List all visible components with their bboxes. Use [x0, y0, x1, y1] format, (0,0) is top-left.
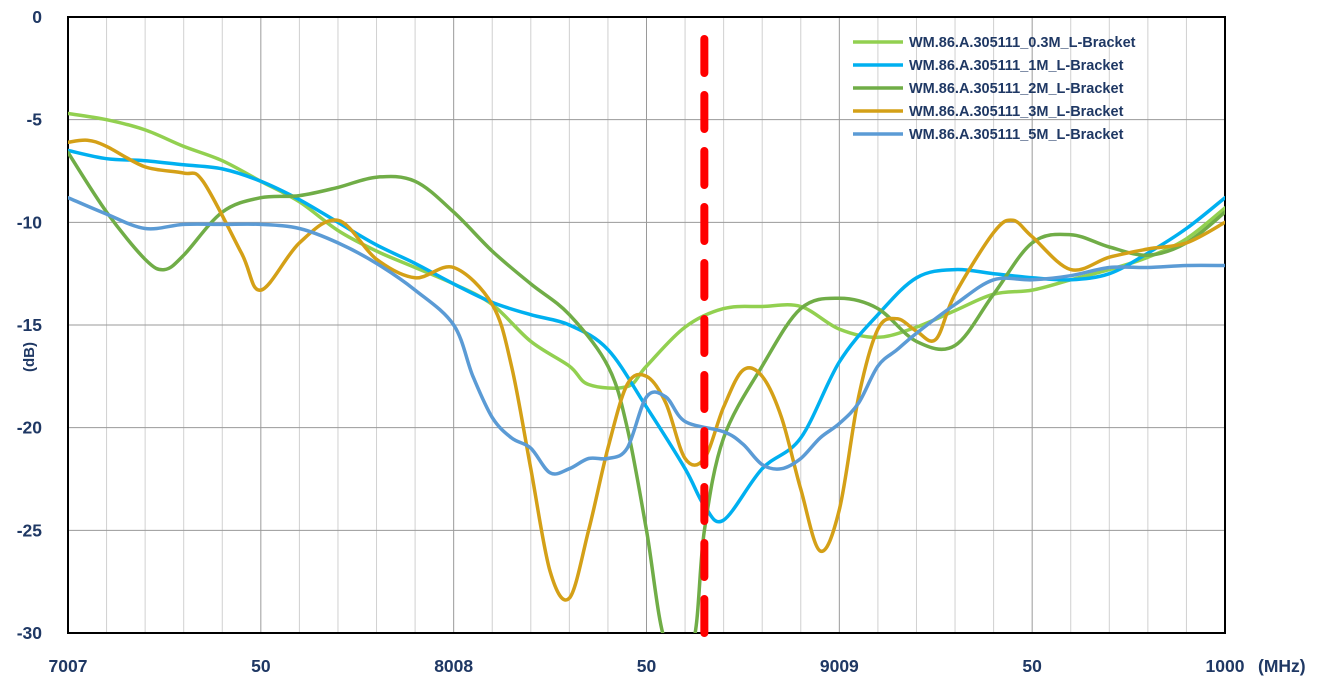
y-axis-label: (dB)	[21, 342, 38, 372]
y-tick-label: -25	[17, 520, 43, 540]
y-tick-label: -20	[17, 418, 43, 438]
x-tick-label: 50	[251, 656, 271, 676]
x-tick-label: 50	[637, 656, 657, 676]
x-tick-label: 1000	[1206, 656, 1245, 676]
x-tick-label: 9009	[820, 656, 859, 676]
plot-area-border	[67, 16, 1226, 634]
legend-label: WM.86.A.305111_2M_L-Bracket	[909, 81, 1124, 97]
x-axis-unit-label: (MHz)	[1258, 656, 1306, 676]
x-axis-ticks: 7007 50 8008 50 9009 50 1000	[49, 656, 1245, 676]
legend-label: WM.86.A.305111_3M_L-Bracket	[909, 104, 1124, 120]
legend-label: WM.86.A.305111_1M_L-Bracket	[909, 58, 1124, 74]
series-line-2	[68, 148, 1225, 524]
y-axis-ticks: 0 -5 -10 -15 -20 -25 -30	[17, 7, 43, 643]
series-line-4	[68, 138, 1225, 602]
legend-label: WM.86.A.305111_5M_L-Bracket	[909, 127, 1124, 143]
y-tick-label: 0	[32, 7, 42, 27]
series-line-5	[68, 195, 1225, 476]
y-tick-label: -15	[17, 315, 43, 335]
y-tick-label: -10	[17, 212, 43, 232]
series-line-3	[68, 150, 1225, 633]
legend-label: WM.86.A.305111_0.3M_L-Bracket	[909, 35, 1136, 51]
x-tick-label: 50	[1022, 656, 1042, 676]
x-tick-label: 7007	[49, 656, 88, 676]
legend: WM.86.A.305111_0.3M_L-Bracket WM.86.A.305…	[853, 35, 1136, 143]
y-tick-label: -30	[17, 623, 43, 643]
y-tick-label: -5	[26, 110, 42, 130]
x-tick-label: 8008	[434, 656, 473, 676]
series-layer	[68, 111, 1225, 633]
